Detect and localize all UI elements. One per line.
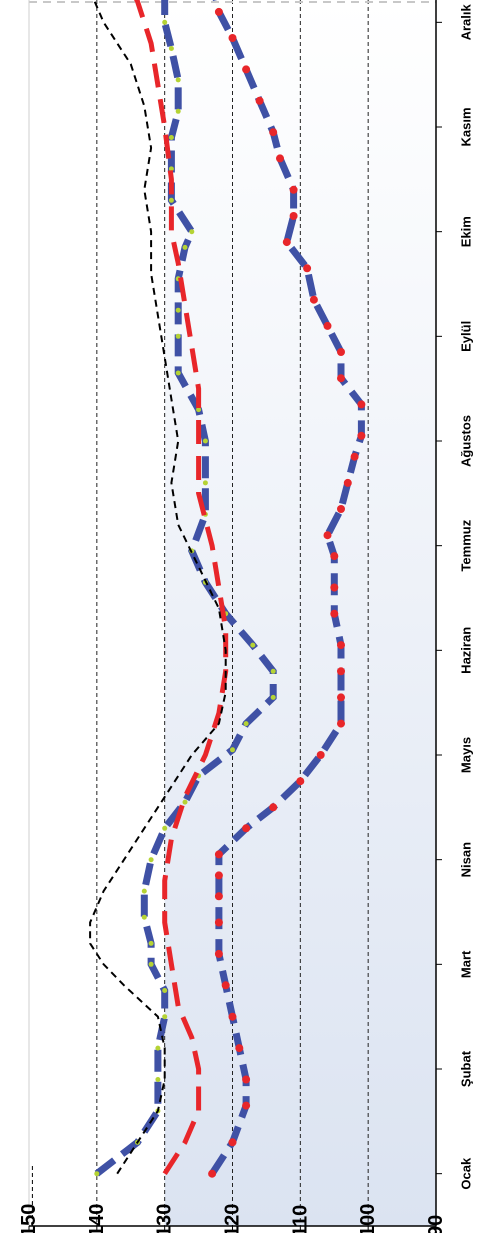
- value-tick-label: 150: [18, 1204, 40, 1233]
- series-line-1: [94, 0, 277, 1177]
- series-point-2: [337, 505, 345, 513]
- series-point-2: [221, 981, 230, 990]
- series-point-1: [243, 721, 249, 727]
- series-point-1: [168, 197, 174, 203]
- series-point-1: [162, 1014, 168, 1020]
- series-point-2: [228, 1138, 237, 1147]
- series-point-1: [202, 480, 208, 486]
- series-point-2: [228, 34, 237, 42]
- series-point-1: [196, 407, 202, 413]
- series-point-2: [276, 154, 284, 163]
- value-tick-label: 120: [222, 1204, 244, 1233]
- series-point-2: [228, 1012, 237, 1021]
- series-point-2: [282, 238, 291, 247]
- series-point-2: [242, 1101, 251, 1110]
- series-point-1: [175, 333, 181, 339]
- series-point-1: [168, 46, 174, 51]
- value-tick-label: 100: [357, 1204, 379, 1233]
- series-point-2: [337, 348, 345, 356]
- series-point-2: [269, 803, 278, 812]
- category-tick-label: Haziran: [459, 627, 474, 674]
- value-tick-label: 130: [154, 1204, 176, 1233]
- category-tick-label: Nisan: [459, 842, 474, 877]
- series-point-2: [235, 1044, 244, 1053]
- series-point-1: [155, 1045, 161, 1051]
- series-point-2: [214, 949, 223, 958]
- value-tick-label: 110: [289, 1205, 311, 1233]
- category-tick-label: Eylül: [459, 321, 474, 352]
- series-point-1: [148, 940, 154, 946]
- series-point-2: [323, 321, 332, 330]
- category-tick-label: Mart: [459, 950, 474, 978]
- series-point-2: [214, 850, 223, 859]
- series-point-1: [175, 370, 181, 376]
- series-point-1: [175, 108, 181, 114]
- series-point-1: [175, 77, 181, 83]
- category-tick-label: Ekim: [459, 216, 474, 247]
- series-point-1: [162, 19, 168, 25]
- series-point-2: [214, 871, 223, 880]
- series-point-1: [189, 229, 195, 235]
- series-point-2: [289, 212, 298, 220]
- series-point-2: [323, 531, 332, 540]
- series-point-2: [255, 96, 264, 105]
- series-point-2: [242, 824, 251, 833]
- series-point-1: [182, 799, 188, 805]
- series-point-2: [330, 552, 339, 561]
- series-point-1: [141, 888, 147, 894]
- series-point-1: [148, 961, 154, 967]
- series-point-2: [214, 918, 223, 927]
- series-point-2: [309, 295, 318, 304]
- series-point-2: [316, 751, 325, 759]
- category-tick-label: Ağustos: [459, 415, 474, 467]
- series-point-1: [182, 244, 188, 250]
- series-point-1: [270, 694, 276, 700]
- series-point-2: [357, 400, 366, 409]
- series-point-1: [148, 857, 154, 863]
- series-point-2: [357, 431, 366, 440]
- series-point-2: [337, 641, 345, 650]
- series-point-2: [337, 719, 345, 728]
- series-point-2: [269, 128, 278, 137]
- series-point-1: [250, 642, 256, 648]
- series-point-2: [208, 1169, 217, 1178]
- series-point-2: [242, 1075, 251, 1084]
- series-point-2: [337, 693, 345, 702]
- category-tick-label: Aralık: [459, 4, 474, 41]
- value-tick-label: 90: [425, 1215, 447, 1233]
- series-point-2: [242, 65, 251, 74]
- series-point-1: [162, 825, 168, 831]
- series-point-2: [214, 892, 223, 901]
- series-point-1: [94, 1171, 100, 1177]
- value-tick-label: 140: [86, 1204, 108, 1233]
- series-line-3: [134, 0, 229, 1176]
- series-point-2: [214, 7, 223, 16]
- category-tick-label: Kasım: [459, 107, 474, 146]
- series-point-1: [155, 1077, 161, 1082]
- series-point-2: [289, 185, 298, 194]
- series-point-2: [343, 478, 352, 487]
- series-line-4: [89, 0, 227, 1175]
- category-tick-label: Temmuz: [459, 519, 474, 571]
- series-point-2: [303, 264, 312, 273]
- category-tick-label: Şubat: [459, 1050, 474, 1087]
- series-point-2: [350, 452, 359, 461]
- series-point-1: [270, 668, 276, 674]
- series-point-2: [330, 583, 339, 592]
- series-point-2: [337, 374, 345, 383]
- series-point-1: [202, 438, 208, 444]
- series-point-2: [296, 777, 305, 786]
- series-point-1: [175, 307, 181, 313]
- series-point-1: [230, 747, 235, 753]
- series-point-2: [337, 667, 345, 676]
- series-point-2: [330, 609, 339, 618]
- category-tick-label: Mayıs: [459, 737, 474, 773]
- category-tick-label: Ocak: [459, 1157, 474, 1190]
- series-point-1: [168, 135, 174, 140]
- series-point-1: [162, 988, 168, 993]
- series-point-1: [141, 914, 147, 920]
